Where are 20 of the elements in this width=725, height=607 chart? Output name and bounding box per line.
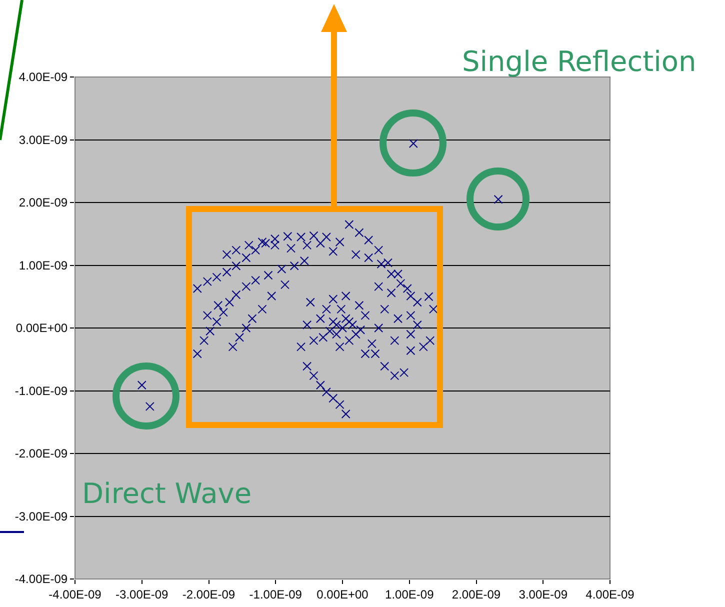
x-tick-label: 0.00E+00 xyxy=(316,587,369,602)
y-tick-label: 0.00E+00 xyxy=(16,321,68,336)
annotation: Direct Wave xyxy=(82,477,252,510)
y-tick-label: 4.00E-09 xyxy=(18,70,68,84)
x-tick-label: 3.00E-09 xyxy=(518,587,568,602)
x-tick-label: -2.00E-09 xyxy=(182,587,236,602)
x-tick-label: 1.00E-09 xyxy=(385,587,434,602)
y-tick-label: 2.00E-09 xyxy=(18,196,68,210)
annotation: Single Reflection xyxy=(462,45,696,78)
x-tick-label: -4.00E-09 xyxy=(48,587,102,602)
x-tick-label: 2.00E-09 xyxy=(452,587,501,602)
x-tick-label: -3.00E-09 xyxy=(116,587,169,602)
x-tick-label: 4.00E-09 xyxy=(586,587,635,602)
y-tick-label: -3.00E-09 xyxy=(14,509,68,524)
y-tick-label: -2.00E-09 xyxy=(14,446,68,461)
y-tick-label: 1.00E-09 xyxy=(18,258,68,272)
y-tick-label: -1.00E-09 xyxy=(14,384,68,398)
y-tick-label: 3.00E-09 xyxy=(18,132,68,147)
y-tick-label: -4.00E-09 xyxy=(14,572,68,586)
x-tick-label: -1.00E-09 xyxy=(249,587,302,602)
